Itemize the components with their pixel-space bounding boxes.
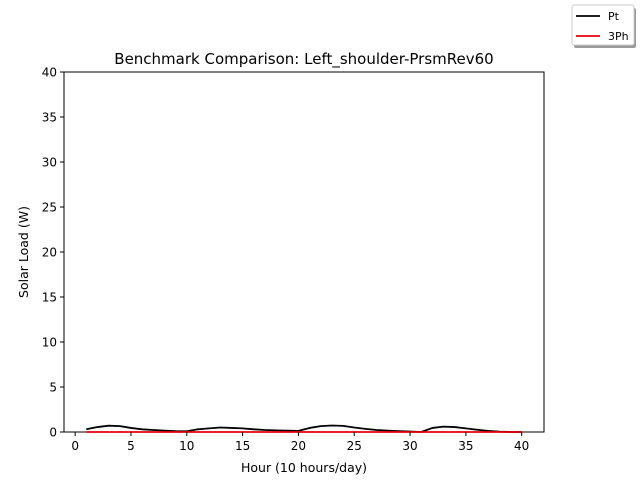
x-tick-label: 0 xyxy=(71,439,79,453)
y-tick-label: 0 xyxy=(49,426,57,440)
x-axis-ticks: 0 5 10 15 20 25 30 35 40 xyxy=(71,432,529,453)
y-tick-label: 35 xyxy=(42,111,57,125)
legend-label-pt: Pt xyxy=(608,10,620,23)
x-tick-label: 30 xyxy=(402,439,417,453)
y-tick-label: 10 xyxy=(42,336,57,350)
y-tick-label: 40 xyxy=(42,66,57,80)
y-tick-label: 30 xyxy=(42,156,57,170)
legend-label-3ph: 3Ph xyxy=(608,30,629,43)
legend: Pt 3Ph xyxy=(571,4,636,48)
y-tick-label: 25 xyxy=(42,201,57,215)
x-tick-label: 25 xyxy=(347,439,362,453)
y-tick-label: 5 xyxy=(49,381,57,395)
series-layer xyxy=(86,424,522,433)
x-tick-label: 15 xyxy=(235,439,250,453)
y-axis-label: Solar Load (W) xyxy=(16,206,31,298)
x-tick-label: 10 xyxy=(179,439,194,453)
legend-items: Pt 3Ph xyxy=(576,10,629,43)
x-tick-label: 40 xyxy=(514,439,529,453)
legend-box xyxy=(571,4,635,46)
axes-frame xyxy=(63,71,545,433)
x-tick-label: 20 xyxy=(291,439,306,453)
y-tick-label: 15 xyxy=(42,291,57,305)
x-tick-label: 5 xyxy=(127,439,135,453)
series-line-pt xyxy=(86,424,522,433)
y-axis-ticks: 0 5 10 15 20 25 30 35 40 xyxy=(42,66,64,440)
y-tick-label: 20 xyxy=(42,246,57,260)
plot-area xyxy=(63,71,545,433)
x-axis-label: Hour (10 hours/day) xyxy=(241,460,367,475)
x-tick-label: 35 xyxy=(458,439,473,453)
chart-title: Benchmark Comparison: Left_shoulder-Prsm… xyxy=(114,50,493,69)
